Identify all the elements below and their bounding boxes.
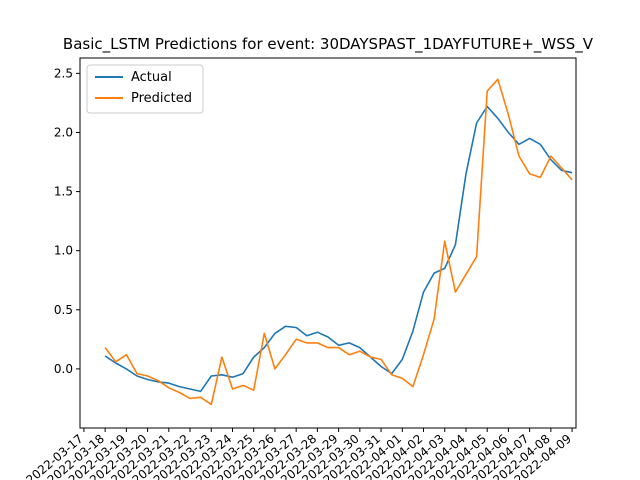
series-line-actual xyxy=(104,105,573,393)
series-line-predicted xyxy=(104,78,573,406)
y-tick-label: 2.5 xyxy=(54,66,73,80)
legend-actual-label: Actual xyxy=(131,70,172,85)
y-tick-label: 0.5 xyxy=(54,303,73,317)
plot-frame xyxy=(79,57,577,429)
legend-predicted-label: Predicted xyxy=(131,91,192,106)
y-tick-label: 1.5 xyxy=(54,185,73,199)
chart-title: Basic_LSTM Predictions for event: 30DAYS… xyxy=(63,35,594,54)
series-layer xyxy=(104,78,573,406)
y-tick-label: 0.0 xyxy=(54,362,73,376)
legend: Actual Predicted xyxy=(86,64,204,114)
plot-area xyxy=(80,58,576,428)
y-axis: 0.0 0.5 1.0 1.5 2.0 2.5 xyxy=(54,66,80,376)
x-axis: 2022-03-172022-03-182022-03-192022-03-20… xyxy=(23,428,574,480)
y-tick-label: 2.0 xyxy=(54,125,73,139)
y-tick-label: 1.0 xyxy=(54,244,73,258)
